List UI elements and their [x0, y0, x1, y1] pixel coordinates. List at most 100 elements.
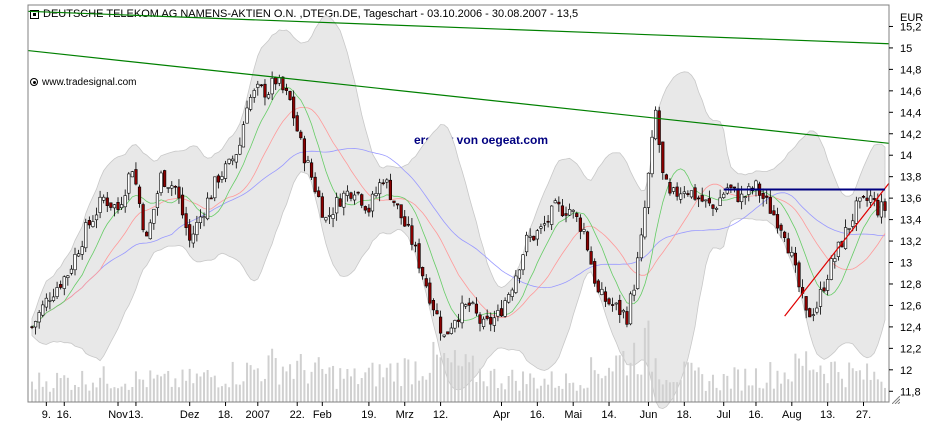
y-tick-label: 12 — [900, 365, 912, 377]
volume-bar — [604, 375, 607, 402]
chart-menu-icon[interactable] — [30, 9, 39, 19]
candle-body — [370, 193, 375, 212]
candle-body — [535, 230, 539, 240]
candle-body — [514, 275, 518, 293]
volume-bar — [873, 371, 876, 402]
x-tick-label: 9. — [42, 409, 51, 421]
candle-body — [191, 233, 195, 244]
volume-bar — [597, 373, 600, 402]
volume-bar — [453, 350, 456, 402]
candle-body — [481, 318, 486, 327]
y-tick-label: 14 — [900, 150, 912, 162]
volume-bar — [475, 381, 478, 402]
candle-body — [689, 190, 694, 198]
x-tick-label: Nov — [108, 409, 128, 421]
candle-body — [324, 217, 328, 221]
candle-body — [284, 88, 289, 91]
candle-body — [37, 312, 41, 323]
volume-bar — [418, 380, 421, 402]
volume-bar — [407, 359, 410, 402]
candle-body — [453, 320, 457, 329]
candle-body — [421, 267, 425, 277]
candle-body — [560, 205, 565, 217]
candle-body — [557, 201, 561, 205]
volume-bar — [34, 389, 37, 402]
candle-body — [94, 214, 99, 221]
candle-body — [299, 131, 303, 139]
candle-body — [779, 224, 783, 231]
candle-body — [198, 216, 203, 224]
volume-bar — [41, 386, 44, 402]
source-label: www.tradesignal.com — [30, 77, 136, 88]
candle-body — [704, 199, 708, 202]
candle-body — [317, 190, 321, 197]
volume-bar — [77, 387, 80, 402]
volume-bar — [575, 390, 578, 402]
candle-body — [765, 195, 769, 198]
volume-bar — [830, 361, 833, 402]
volume-bar — [636, 374, 639, 402]
candle-body — [568, 209, 572, 216]
volume-bar — [117, 388, 120, 402]
candle-body — [338, 198, 342, 207]
volume-bar — [138, 379, 141, 402]
volume-bar — [823, 373, 826, 402]
volume-bar — [414, 361, 417, 402]
candle-body — [274, 77, 278, 85]
x-tick-label: 16. — [748, 409, 763, 421]
volume-bar — [299, 354, 302, 402]
volume-bar — [504, 389, 507, 402]
volume-bar — [848, 362, 851, 402]
candle-body — [797, 262, 801, 288]
resize-grip-icon[interactable] — [892, 396, 900, 404]
volume-bar — [529, 373, 532, 402]
volume-bar — [106, 383, 109, 402]
volume-bar — [88, 390, 91, 402]
volume-bar — [443, 353, 446, 402]
volume-bar — [737, 369, 740, 402]
y-tick-label: 15,2 — [900, 21, 921, 33]
volume-bar — [561, 388, 564, 402]
volume-bar — [321, 368, 324, 402]
candle-body — [245, 107, 249, 124]
volume-bar — [339, 368, 342, 402]
volume-bar — [357, 384, 360, 402]
volume-bar — [654, 358, 657, 402]
candle-body — [116, 202, 120, 210]
candle-body — [714, 207, 719, 210]
y-tick-label: 13,6 — [900, 193, 921, 205]
volume-bar — [668, 382, 671, 402]
candle-body — [736, 188, 740, 202]
volume-bar — [306, 383, 309, 402]
volume-bar — [794, 353, 797, 402]
candle-body — [399, 204, 403, 219]
volume-bar — [271, 348, 274, 402]
candle-body — [639, 234, 643, 259]
candle-body — [378, 182, 382, 195]
volume-bar — [396, 362, 399, 402]
x-tick-label: 13. — [128, 409, 143, 421]
candle-body — [424, 278, 428, 287]
volume-bar — [468, 362, 471, 402]
x-tick-label: 18. — [677, 409, 692, 421]
volume-bar — [661, 384, 664, 402]
candle-body — [105, 197, 109, 207]
candle-body — [826, 279, 830, 291]
volume-bar — [324, 373, 327, 402]
volume-bar — [263, 378, 266, 402]
candle-body — [148, 222, 152, 240]
volume-bar — [367, 367, 370, 402]
volume-bar — [281, 366, 284, 402]
y-tick-label: 13 — [900, 258, 912, 270]
candle-body — [392, 200, 396, 203]
candle-body — [768, 197, 772, 214]
candle-body — [478, 314, 482, 324]
volume-bar — [557, 385, 560, 402]
volume-bar — [884, 387, 886, 402]
candle-body — [342, 192, 346, 208]
volume-bar — [457, 365, 460, 402]
volume-bar — [385, 367, 388, 402]
volume-bar — [84, 384, 87, 402]
source-text: www.tradesignal.com — [42, 77, 137, 88]
